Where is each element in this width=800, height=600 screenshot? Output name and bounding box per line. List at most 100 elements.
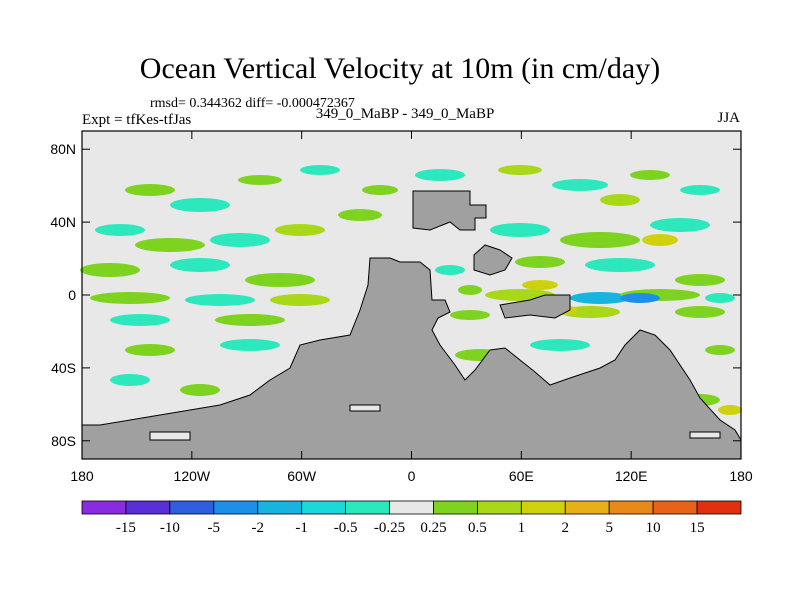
colorbar-label: 15	[690, 520, 705, 536]
velocity-patch	[125, 184, 175, 196]
velocity-patch	[620, 293, 660, 303]
velocity-patch	[560, 232, 640, 248]
experiment-label: Expt = tfKes-tfJas	[82, 112, 192, 128]
colorbar: -15 -10 -5 -2 -1 -0.5 -0.25 0.25 0.5 1 2 5 10 15	[81, 500, 742, 536]
velocity-patch	[680, 185, 720, 195]
colorbar-swatch	[301, 500, 346, 515]
x-tick-label: 60W	[287, 468, 317, 484]
ocean-pocket	[349, 404, 381, 412]
velocity-patch	[135, 238, 205, 252]
stats-label: rmsd= 0.344362 diff= -0.000472367	[150, 96, 355, 111]
velocity-patch	[210, 233, 270, 247]
colorbar-label: 0.25	[420, 520, 446, 536]
y-tick-label: 80S	[51, 433, 76, 449]
velocity-patch	[90, 292, 170, 304]
velocity-patch	[498, 165, 542, 175]
map-axes: 180 120W 60W 0 60E 120E 180 80N 40N 0 40S 80S	[50, 130, 753, 484]
velocity-patch	[522, 280, 558, 290]
colorbar-swatch	[696, 500, 742, 515]
x-tick-label: 180	[729, 468, 753, 484]
colorbar-swatch	[81, 500, 127, 515]
velocity-patch	[110, 314, 170, 326]
land-mass	[499, 294, 571, 319]
velocity-patch	[675, 274, 725, 286]
colorbar-swatch	[345, 500, 390, 515]
velocity-patch	[490, 223, 550, 237]
x-tick-label: 180	[70, 468, 94, 484]
colorbar-label: 0.5	[468, 520, 487, 536]
velocity-patch	[642, 234, 678, 246]
colorbar-label: -10	[160, 520, 180, 536]
velocity-patch	[515, 256, 565, 268]
velocity-patch	[338, 209, 382, 221]
velocity-patch	[170, 258, 230, 272]
velocity-patch	[215, 314, 285, 326]
velocity-patch	[110, 374, 150, 386]
velocity-patch	[450, 310, 490, 320]
case-label: 349_0_MaBP - 349_0_MaBP	[315, 106, 495, 122]
colorbar-swatch	[125, 500, 171, 515]
colorbar-label: -0.25	[374, 520, 405, 536]
ocean-pocket	[149, 431, 191, 441]
x-tick-label: 60E	[509, 468, 534, 484]
colorbar-label: 5	[605, 520, 613, 536]
velocity-patch	[630, 170, 670, 180]
velocity-patch	[220, 339, 280, 351]
colorbar-swatch	[520, 500, 566, 515]
velocity-patch	[705, 345, 735, 355]
colorbar-label: -0.5	[334, 520, 358, 536]
velocity-patch	[675, 306, 725, 318]
velocity-patch	[275, 224, 325, 236]
y-tick-label: 80N	[50, 141, 76, 157]
colorbar-swatch	[213, 500, 259, 515]
colorbar-swatch	[257, 500, 303, 515]
velocity-patch	[705, 293, 735, 303]
chart-title: Ocean Vertical Velocity at 10m (in cm/da…	[139, 52, 661, 85]
map-field	[80, 131, 742, 460]
colorbar-label: 2	[562, 520, 570, 536]
velocity-patch	[585, 258, 655, 272]
ocean-pocket	[689, 431, 721, 439]
y-tick-label: 40S	[51, 360, 76, 376]
y-tick-label: 40N	[50, 214, 76, 230]
velocity-patch	[600, 194, 640, 206]
x-tick-label: 0	[408, 468, 416, 484]
velocity-patch	[180, 384, 220, 396]
colorbar-label: -1	[295, 520, 308, 536]
velocity-patch	[125, 344, 175, 356]
colorbar-label: -2	[251, 520, 264, 536]
colorbar-label: -15	[116, 520, 136, 536]
colorbar-label: 10	[646, 520, 661, 536]
velocity-patch	[718, 405, 742, 415]
velocity-patch	[80, 263, 140, 277]
velocity-patch	[170, 198, 230, 212]
colorbar-swatch	[169, 500, 215, 515]
land-mass	[473, 244, 513, 276]
velocity-patch	[95, 224, 145, 236]
colorbar-swatch	[433, 500, 478, 515]
velocity-patch	[552, 179, 608, 191]
colorbar-swatch	[652, 500, 698, 515]
x-tick-label: 120E	[615, 468, 648, 484]
velocity-patch	[415, 169, 465, 181]
x-tick-label: 120W	[174, 468, 211, 484]
colorbar-swatch	[476, 500, 522, 515]
velocity-patch	[650, 218, 710, 232]
y-tick-label: 0	[68, 287, 76, 303]
colorbar-label: -5	[208, 520, 221, 536]
velocity-patch	[270, 294, 330, 306]
velocity-patch	[570, 292, 630, 304]
velocity-patch	[300, 165, 340, 175]
velocity-patch	[530, 339, 590, 351]
season-label: JJA	[717, 110, 740, 126]
colorbar-swatch	[564, 500, 610, 515]
land-mass	[412, 190, 487, 231]
velocity-patch	[238, 175, 282, 185]
velocity-patch	[245, 273, 315, 287]
velocity-patch	[435, 265, 465, 275]
colorbar-label: 1	[518, 520, 526, 536]
velocity-patch	[362, 185, 398, 195]
land-mass	[81, 257, 742, 460]
colorbar-swatch	[389, 500, 434, 515]
